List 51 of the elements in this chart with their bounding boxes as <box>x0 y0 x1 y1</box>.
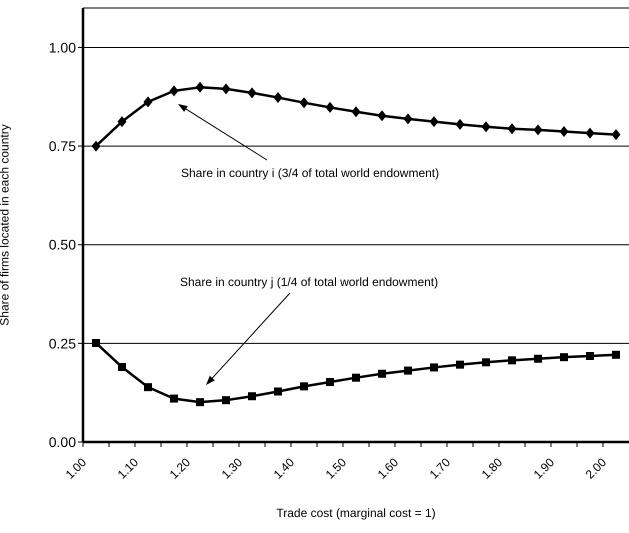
point <box>170 394 178 403</box>
point <box>248 392 256 400</box>
point <box>430 116 438 128</box>
point <box>170 85 178 96</box>
point <box>378 370 386 378</box>
point <box>482 358 490 366</box>
point <box>248 87 256 98</box>
x-axis-title: Trade cost (marginal cost = 1) <box>276 506 436 520</box>
y-tick-label: 0.25 <box>48 335 76 352</box>
y-tick-label: 0.75 <box>48 138 76 154</box>
point <box>612 129 620 140</box>
point <box>144 96 152 108</box>
point <box>222 83 230 94</box>
point <box>508 123 516 134</box>
point <box>326 102 334 113</box>
point <box>612 350 620 359</box>
point <box>300 382 308 390</box>
point <box>144 383 152 392</box>
point <box>404 113 412 124</box>
y-tick-label: 0.00 <box>48 434 76 450</box>
point <box>92 338 100 347</box>
point <box>560 353 568 362</box>
y-tick-label: 1.00 <box>48 39 76 56</box>
point <box>196 398 204 406</box>
point <box>482 121 490 132</box>
point <box>300 97 308 108</box>
y-axis-title: Share of firms located in each country <box>0 124 12 326</box>
point <box>92 140 100 152</box>
point <box>196 82 204 93</box>
point <box>586 128 594 139</box>
point <box>378 110 386 122</box>
point <box>508 356 516 364</box>
point <box>352 106 360 118</box>
point <box>404 366 412 375</box>
annotation: Share in country i (3/4 of total world endowment) <box>181 166 440 180</box>
point <box>118 363 126 372</box>
point <box>274 92 282 104</box>
point <box>456 360 464 369</box>
point <box>456 118 464 130</box>
y-tick-label: 0.50 <box>48 236 76 253</box>
point <box>560 126 568 137</box>
point <box>352 374 360 382</box>
point <box>586 352 594 360</box>
point <box>222 396 230 404</box>
point <box>274 388 282 396</box>
point <box>326 378 334 386</box>
point <box>534 354 542 363</box>
point <box>534 124 542 136</box>
annotation: Share in country j (1/4 of total world endowment) <box>180 275 438 290</box>
point <box>118 116 126 128</box>
point <box>430 363 438 372</box>
